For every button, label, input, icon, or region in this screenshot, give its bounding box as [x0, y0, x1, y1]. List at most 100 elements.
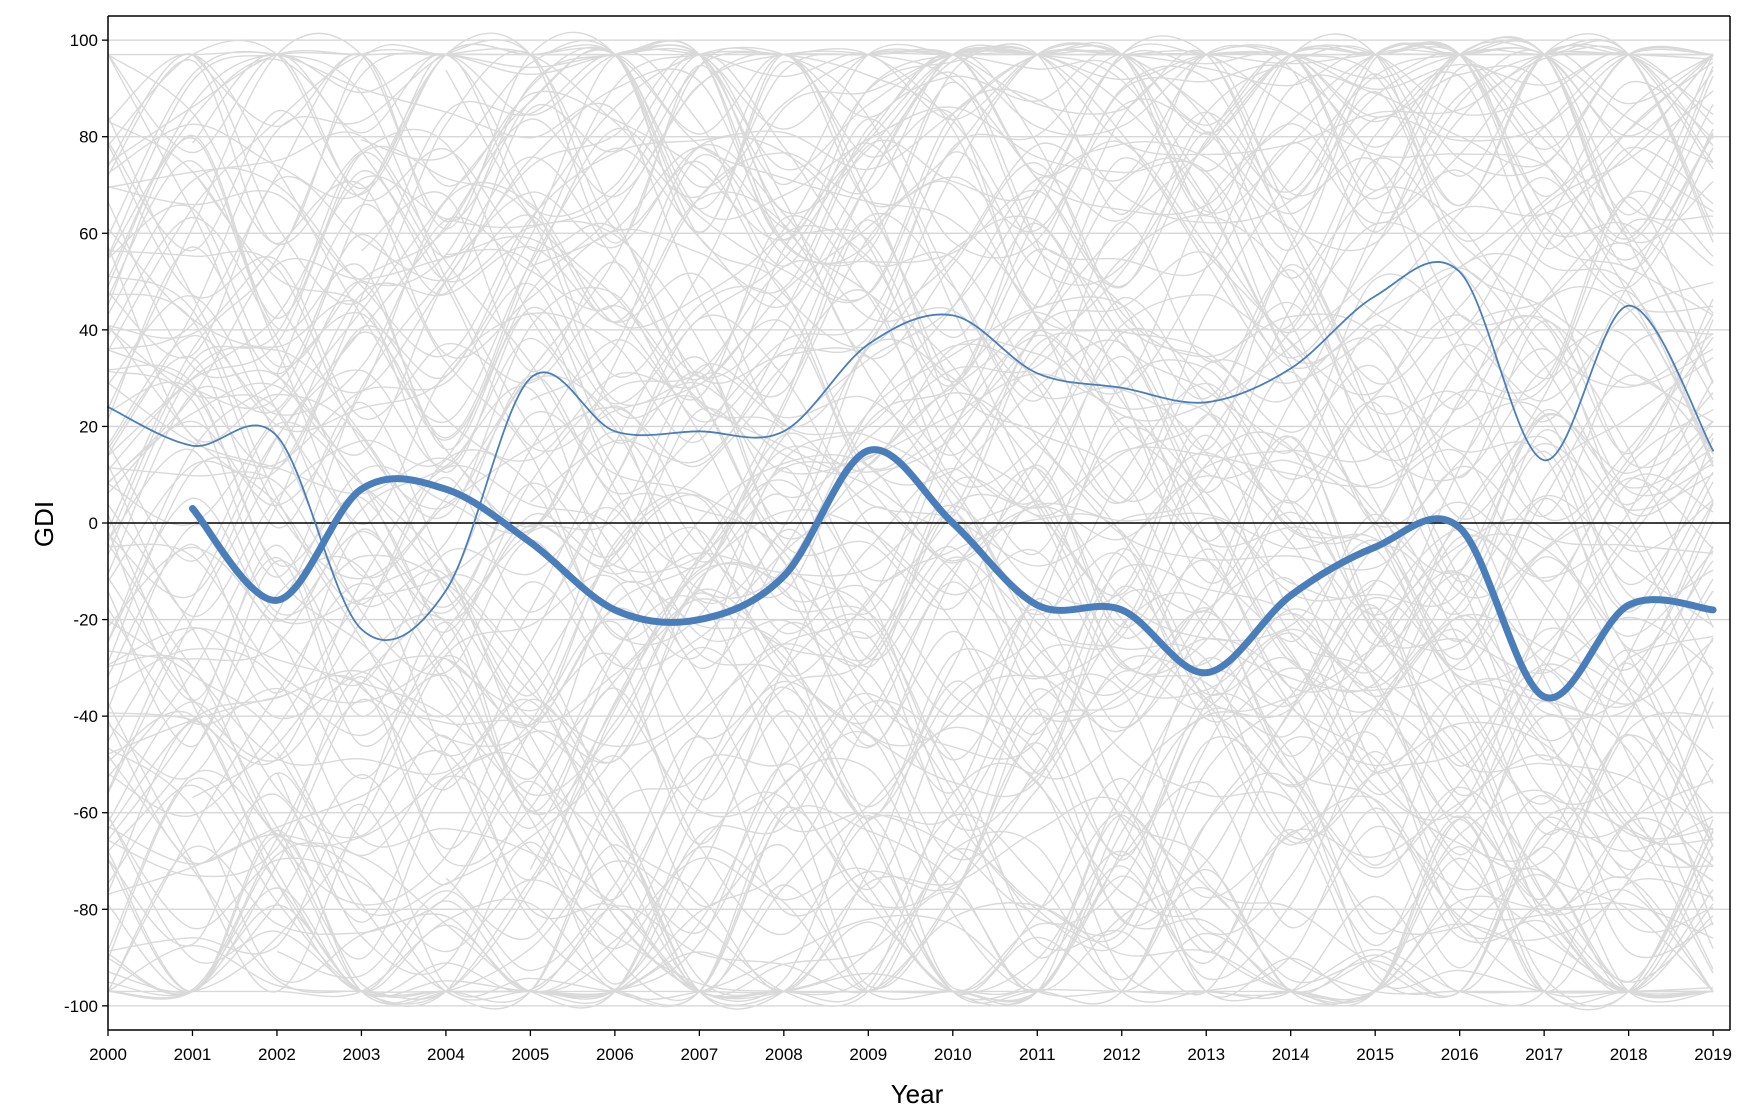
x-axis-ticks: 2000 2001 2002 2003 2004 2005 2006 2007 2008 2009…	[89, 1030, 1732, 1064]
background-series-line	[107, 50, 1714, 998]
x-tick-label: 2014	[1272, 1045, 1310, 1064]
x-tick-label: 2012	[1103, 1045, 1141, 1064]
background-series-line	[107, 39, 1714, 456]
background-series-line	[107, 273, 1714, 780]
background-series-line	[192, 266, 1714, 799]
x-tick-label: 2005	[511, 1045, 549, 1064]
background-series-line	[107, 53, 1714, 582]
x-tick-label: 2004	[427, 1045, 465, 1064]
y-tick-label: 80	[79, 128, 98, 147]
background-series-line	[107, 372, 1714, 683]
background-series-line	[107, 314, 1714, 780]
background-series-line	[529, 157, 1714, 628]
background-series-line	[107, 50, 1714, 599]
background-series-line	[107, 620, 1714, 1007]
x-tick-label: 2010	[934, 1045, 972, 1064]
background-series-line	[107, 435, 1714, 891]
background-series-line	[107, 45, 1714, 455]
highlight-series-line-thick	[189, 446, 1717, 702]
x-tick-label: 2011	[1019, 1045, 1056, 1064]
background-series-line	[107, 747, 1714, 1000]
background-series-line	[107, 701, 1714, 1005]
y-axis-ticks: 100 80 60 40 20 0 -20 -40 -60 -80 -100	[64, 31, 108, 1016]
background-series-line	[107, 297, 1714, 992]
background-series-line	[107, 311, 1714, 831]
background-series-line	[276, 135, 1714, 869]
background-series-line	[107, 214, 1714, 663]
background-series-line	[107, 494, 1714, 1002]
background-series-line	[107, 596, 1714, 1000]
background-series-line	[107, 750, 1714, 1006]
background-series-line	[107, 497, 1714, 992]
x-tick-label: 2006	[596, 1045, 634, 1064]
background-series-line	[107, 39, 1714, 505]
y-tick-label: 100	[70, 31, 98, 50]
background-series-line	[107, 43, 1714, 507]
y-tick-label: -60	[73, 804, 98, 823]
x-tick-label: 2000	[89, 1045, 127, 1064]
background-series-line	[107, 595, 1714, 1007]
x-tick-label: 2013	[1187, 1045, 1225, 1064]
x-tick-label: 2017	[1525, 1045, 1563, 1064]
background-series-line	[107, 830, 1714, 1003]
x-axis-title: Year	[891, 1079, 944, 1109]
background-series-line	[530, 48, 1714, 401]
background-series-line	[107, 409, 1714, 993]
background-series-line	[107, 51, 1714, 997]
background-series-line	[107, 501, 1714, 901]
background-series-line	[530, 146, 1714, 836]
background-series-line	[107, 134, 1714, 882]
background-series-line	[191, 43, 1714, 468]
background-series-line	[107, 39, 1714, 277]
background-series-line	[276, 35, 1714, 857]
y-tick-label: -20	[73, 611, 98, 630]
background-series-line	[107, 250, 1714, 660]
x-tick-label: 2019	[1694, 1045, 1732, 1064]
background-series-line	[107, 46, 1714, 916]
background-series-line	[107, 329, 1714, 847]
background-series-line	[530, 281, 1714, 998]
y-tick-label: -80	[73, 900, 98, 919]
background-series-line	[107, 212, 1714, 841]
background-series-line	[445, 47, 1714, 940]
background-series-line	[107, 275, 1714, 995]
background-series-line	[107, 545, 1714, 1000]
y-tick-label: -100	[64, 997, 98, 1016]
background-series-line	[107, 54, 1714, 699]
x-tick-label: 2001	[174, 1045, 212, 1064]
background-series-line	[445, 52, 1714, 387]
background-series-line	[530, 45, 1714, 270]
background-series-line	[107, 286, 1714, 996]
x-tick-label: 2016	[1441, 1045, 1479, 1064]
background-series-line	[107, 637, 1714, 1007]
background-series-line	[107, 246, 1714, 1002]
background-series-line	[107, 215, 1714, 614]
background-series-line	[529, 54, 1714, 870]
background-series-line	[107, 47, 1714, 616]
background-series-line	[107, 44, 1714, 519]
x-tick-label: 2007	[680, 1045, 718, 1064]
background-series-line	[107, 711, 1714, 1001]
background-series-group	[107, 31, 1714, 1011]
background-series-line	[107, 467, 1714, 992]
background-series-line	[107, 50, 1714, 582]
background-series-line	[445, 380, 1714, 764]
background-series-line	[107, 42, 1714, 794]
highlight-series-line-thin	[107, 260, 1714, 641]
background-series-line	[107, 845, 1714, 1001]
background-series-line	[107, 64, 1714, 976]
y-tick-label: 0	[89, 514, 98, 533]
y-tick-label: -40	[73, 707, 98, 726]
background-series-line	[107, 45, 1714, 570]
background-series-line	[107, 688, 1714, 1007]
x-tick-label: 2009	[849, 1045, 887, 1064]
background-series-line	[107, 71, 1714, 893]
x-tick-label: 2002	[258, 1045, 296, 1064]
background-series-line	[107, 530, 1714, 1003]
background-series-line	[107, 221, 1714, 820]
x-tick-label: 2008	[765, 1045, 803, 1064]
background-series-line	[107, 50, 1714, 433]
background-series-line	[107, 246, 1714, 993]
y-tick-label: 40	[79, 321, 98, 340]
background-series-line	[107, 61, 1714, 808]
